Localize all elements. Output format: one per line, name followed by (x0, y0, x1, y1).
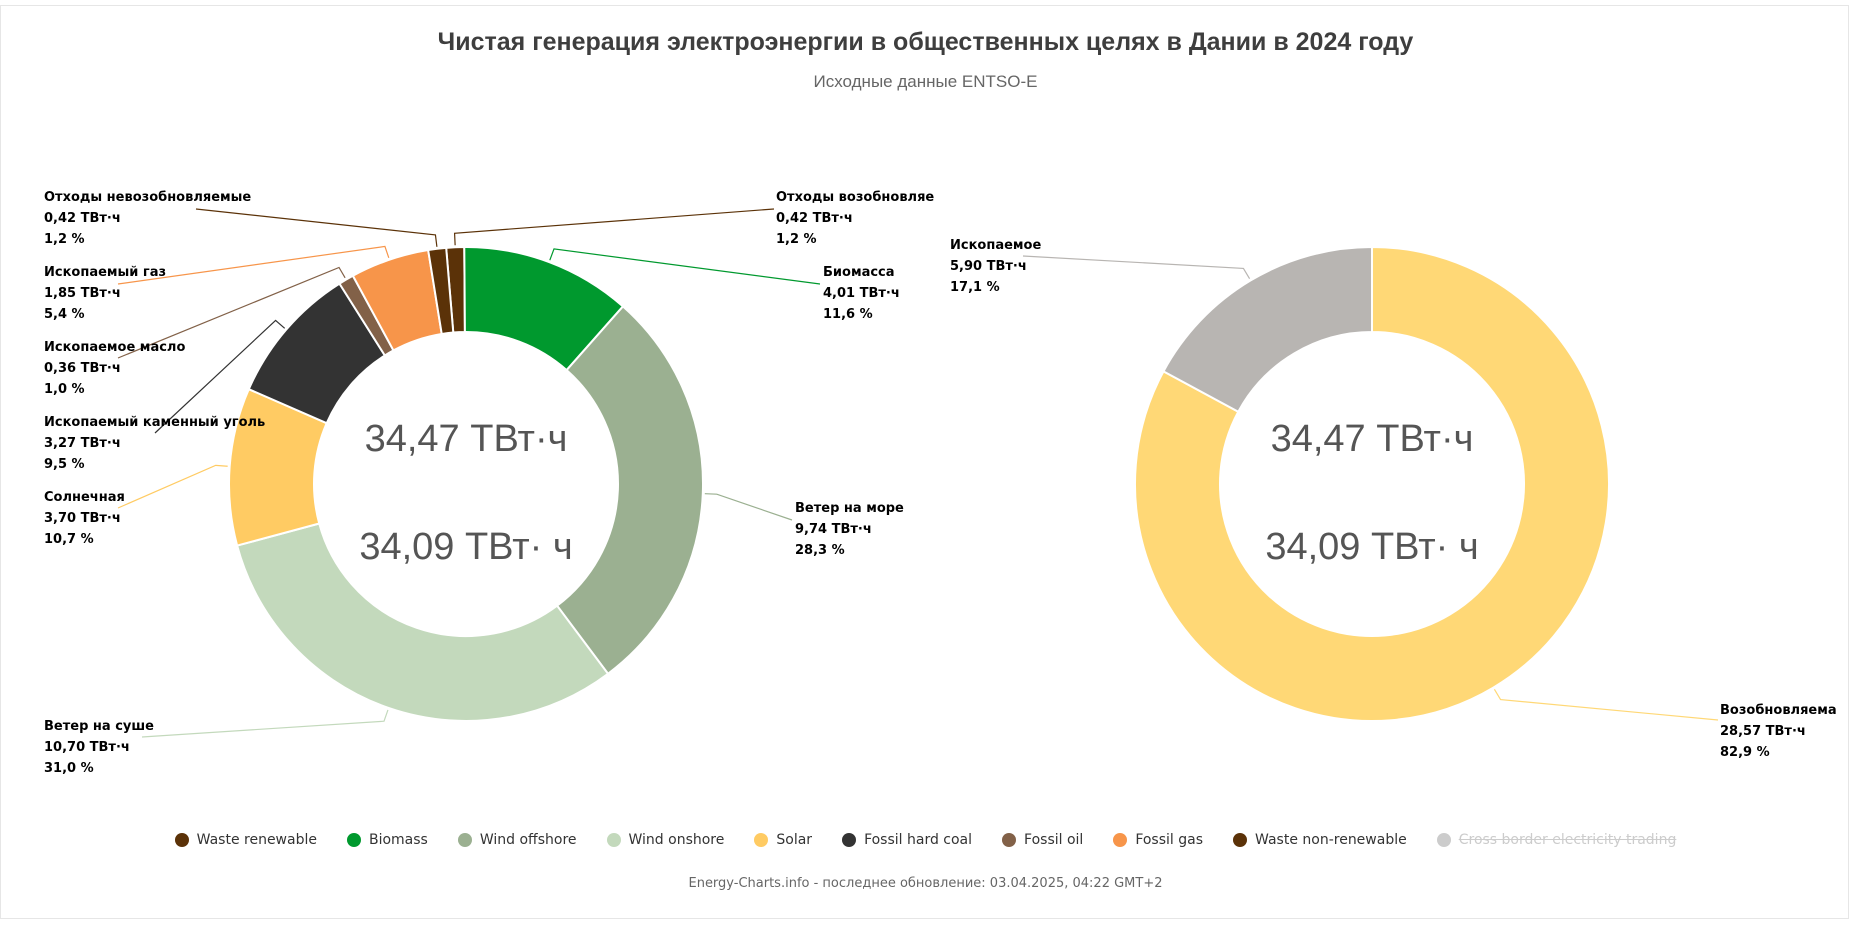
legend-item[interactable]: Wind onshore (606, 832, 725, 848)
chart-legend: Waste renewable Biomass Wind offshore Wind … (0, 832, 1851, 848)
slice-fossil[interactable] (1162, 245, 1373, 414)
label-value-fossil_gas: 1,85 ТВт·ч (44, 286, 121, 301)
label-percent-wind_onshore: 31,0 % (44, 761, 94, 776)
label-name-renewable: Возобновляема (1720, 703, 1837, 718)
label-percent-waste_non_renewable: 1,2 % (44, 232, 85, 247)
label-value-fossil_hard_coal: 3,27 ТВт·ч (44, 436, 121, 451)
connector-wind_offshore (704, 493, 793, 521)
slice-wind_onshore[interactable] (235, 522, 610, 722)
slice-waste_non_renewable[interactable] (427, 246, 455, 336)
label-value-fossil_oil: 0,36 ТВт·ч (44, 361, 121, 376)
label-value-solar: 3,70 ТВт·ч (44, 511, 121, 526)
connector-fossil_gas (117, 245, 390, 285)
legend-label: Solar (776, 832, 813, 848)
center-total-net: 34,09 ТВт· ч (1265, 526, 1478, 568)
chart-subtitle: Исходные данные ENTSO-E (813, 72, 1038, 91)
label-name-fossil_hard_coal: Ископаемый каменный уголь (44, 415, 265, 430)
connector-fossil (1022, 255, 1251, 280)
label-value-fossil: 5,90 ТВт·ч (950, 259, 1027, 274)
label-name-waste_non_renewable: Отходы невозобновляемые (44, 190, 251, 205)
legend-label: Fossil gas (1135, 832, 1204, 848)
label-name-wind_onshore: Ветер на суше (44, 719, 154, 734)
legend-marker (606, 833, 621, 847)
label-name-waste_renewable: Отходы возобновляе (776, 190, 934, 205)
pie-chart-generation-by-source: Отходы возобновляе 0,42 ТВт·ч 1,2 % Биомасс… (44, 190, 934, 776)
label-name-biomass: Биомасса (823, 265, 895, 280)
connector-biomass (549, 248, 821, 285)
legend-label: Wind offshore (479, 832, 577, 848)
label-percent-biomass: 11,6 % (823, 307, 873, 322)
label-value-wind_offshore: 9,74 ТВт·ч (795, 522, 872, 537)
label-percent-wind_offshore: 28,3 % (795, 543, 845, 558)
legend-item[interactable]: Waste renewable (174, 832, 317, 848)
legend-label: Waste renewable (196, 832, 317, 848)
center-total-gross: 34,47 ТВт·ч (1271, 418, 1474, 460)
label-percent-fossil_oil: 1,0 % (44, 382, 85, 397)
legend-item[interactable]: Solar (754, 832, 812, 848)
legend-label: Biomass (368, 832, 428, 848)
connector-fossil_hard_coal (154, 319, 286, 434)
legend-item[interactable]: Fossil gas (1113, 832, 1203, 848)
legend-marker (457, 833, 472, 847)
slice-renewable[interactable] (1134, 245, 1610, 722)
label-name-fossil: Ископаемое (950, 238, 1041, 253)
label-name-solar: Солнечная (44, 490, 125, 505)
slice-wind_offshore[interactable] (555, 304, 704, 676)
legend-marker (1113, 833, 1128, 847)
label-value-biomass: 4,01 ТВт·ч (823, 286, 900, 301)
legend-label: Wind onshore (628, 832, 725, 848)
legend-marker (346, 833, 361, 847)
chart-title: Чистая генерация электроэнергии в общест… (437, 28, 1414, 56)
legend-marker (754, 833, 769, 847)
legend-label: Fossil oil (1024, 832, 1084, 848)
label-name-wind_offshore: Ветер на море (795, 501, 904, 516)
center-total-gross: 34,47 ТВт·ч (365, 418, 568, 460)
legend-item[interactable]: Waste non-renewable (1233, 832, 1407, 848)
chart-footer: Energy-Charts.info - последнее обновлени… (688, 876, 1163, 891)
legend-marker (1233, 833, 1248, 847)
legend-label: Fossil hard coal (864, 832, 973, 848)
connector-waste_renewable (453, 208, 775, 246)
legend-item[interactable]: Fossil hard coal (842, 832, 972, 848)
label-percent-fossil_hard_coal: 9,5 % (44, 457, 85, 472)
legend-item[interactable]: Cross border electricity trading (1436, 832, 1677, 848)
connector-solar (117, 464, 228, 509)
connector-renewable (1493, 688, 1719, 721)
pie-chart-renewable-vs-fossil: Возобновляема 28,57 ТВт·ч 82,9 % Ископаемое… (950, 238, 1837, 760)
label-value-renewable: 28,57 ТВт·ч (1720, 724, 1806, 739)
legend-label: Cross border electricity trading (1458, 832, 1677, 848)
connector-wind_onshore (141, 709, 389, 738)
label-value-wind_onshore: 10,70 ТВт·ч (44, 740, 130, 755)
legend-item[interactable]: Fossil oil (1002, 832, 1083, 848)
legend-label: Waste non-renewable (1255, 832, 1407, 848)
connector-fossil_oil (117, 266, 346, 359)
legend-item[interactable]: Biomass (346, 832, 428, 848)
label-percent-fossil_gas: 5,4 % (44, 307, 85, 322)
center-total-net: 34,09 ТВт· ч (359, 526, 572, 568)
connector-waste_non_renewable (195, 208, 438, 247)
label-value-waste_renewable: 0,42 ТВт·ч (776, 211, 853, 226)
legend-item[interactable]: Wind offshore (457, 832, 577, 848)
legend-marker (174, 833, 189, 847)
legend-marker (842, 833, 857, 847)
label-percent-waste_renewable: 1,2 % (776, 232, 817, 247)
legend-marker (1002, 833, 1017, 847)
label-percent-fossil: 17,1 % (950, 280, 1000, 295)
label-percent-solar: 10,7 % (44, 532, 94, 547)
label-percent-renewable: 82,9 % (1720, 745, 1770, 760)
label-name-fossil_oil: Ископаемое масло (44, 340, 185, 355)
label-name-fossil_gas: Ископаемый газ (44, 265, 166, 280)
label-value-waste_non_renewable: 0,42 ТВт·ч (44, 211, 121, 226)
legend-marker (1436, 833, 1451, 847)
